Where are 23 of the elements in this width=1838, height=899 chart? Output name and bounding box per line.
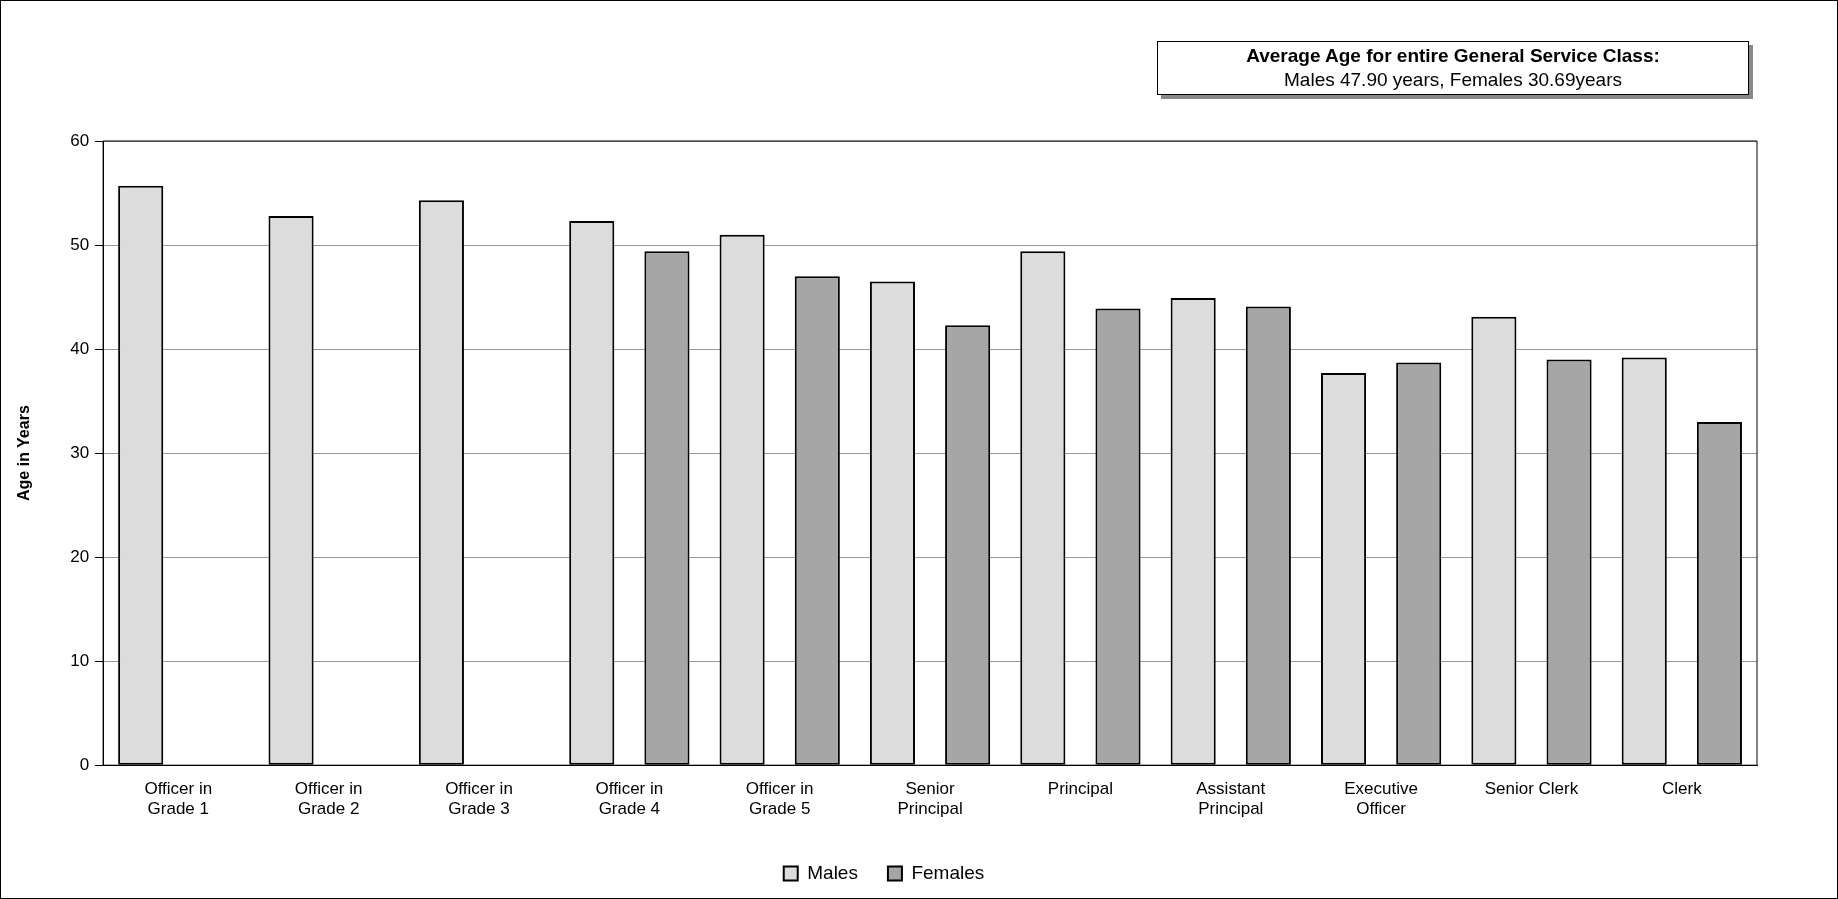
y-tick-label: 20 <box>70 546 90 566</box>
x-tick-label: Principal <box>1047 779 1114 799</box>
x-tick-label: Officer in Grade 1 <box>144 779 213 819</box>
y-tick-label: 0 <box>79 754 90 774</box>
x-tick-label: Clerk <box>1661 779 1703 799</box>
legend-label: Males <box>807 861 858 883</box>
x-tick-label: Senior Principal <box>897 779 963 819</box>
y-tick-label: 30 <box>70 442 90 462</box>
x-tick-label: Officer in Grade 4 <box>595 779 664 819</box>
y-tick-label: 50 <box>70 234 90 254</box>
x-tick-label: Officer in Grade 2 <box>294 779 363 819</box>
x-tick-label: Executive Officer <box>1344 779 1418 819</box>
x-tick-label: Officer in Grade 5 <box>745 779 814 819</box>
y-tick-label: 10 <box>70 650 90 670</box>
x-tick-label: Officer in Grade 3 <box>445 779 513 819</box>
text: Average Age for entire General Service Class: <box>1245 44 1661 68</box>
y-tick-label: 40 <box>70 338 90 358</box>
text: Males 47.90 years, Females 30.69years <box>1283 68 1623 92</box>
legend-label: Females <box>911 861 985 883</box>
x-tick-label: Assistant Principal <box>1196 779 1266 819</box>
x-tick-label: Senior Clerk <box>1484 779 1579 799</box>
y-axis-title: Age in Years <box>15 405 33 501</box>
y-tick-label: 60 <box>70 130 90 150</box>
